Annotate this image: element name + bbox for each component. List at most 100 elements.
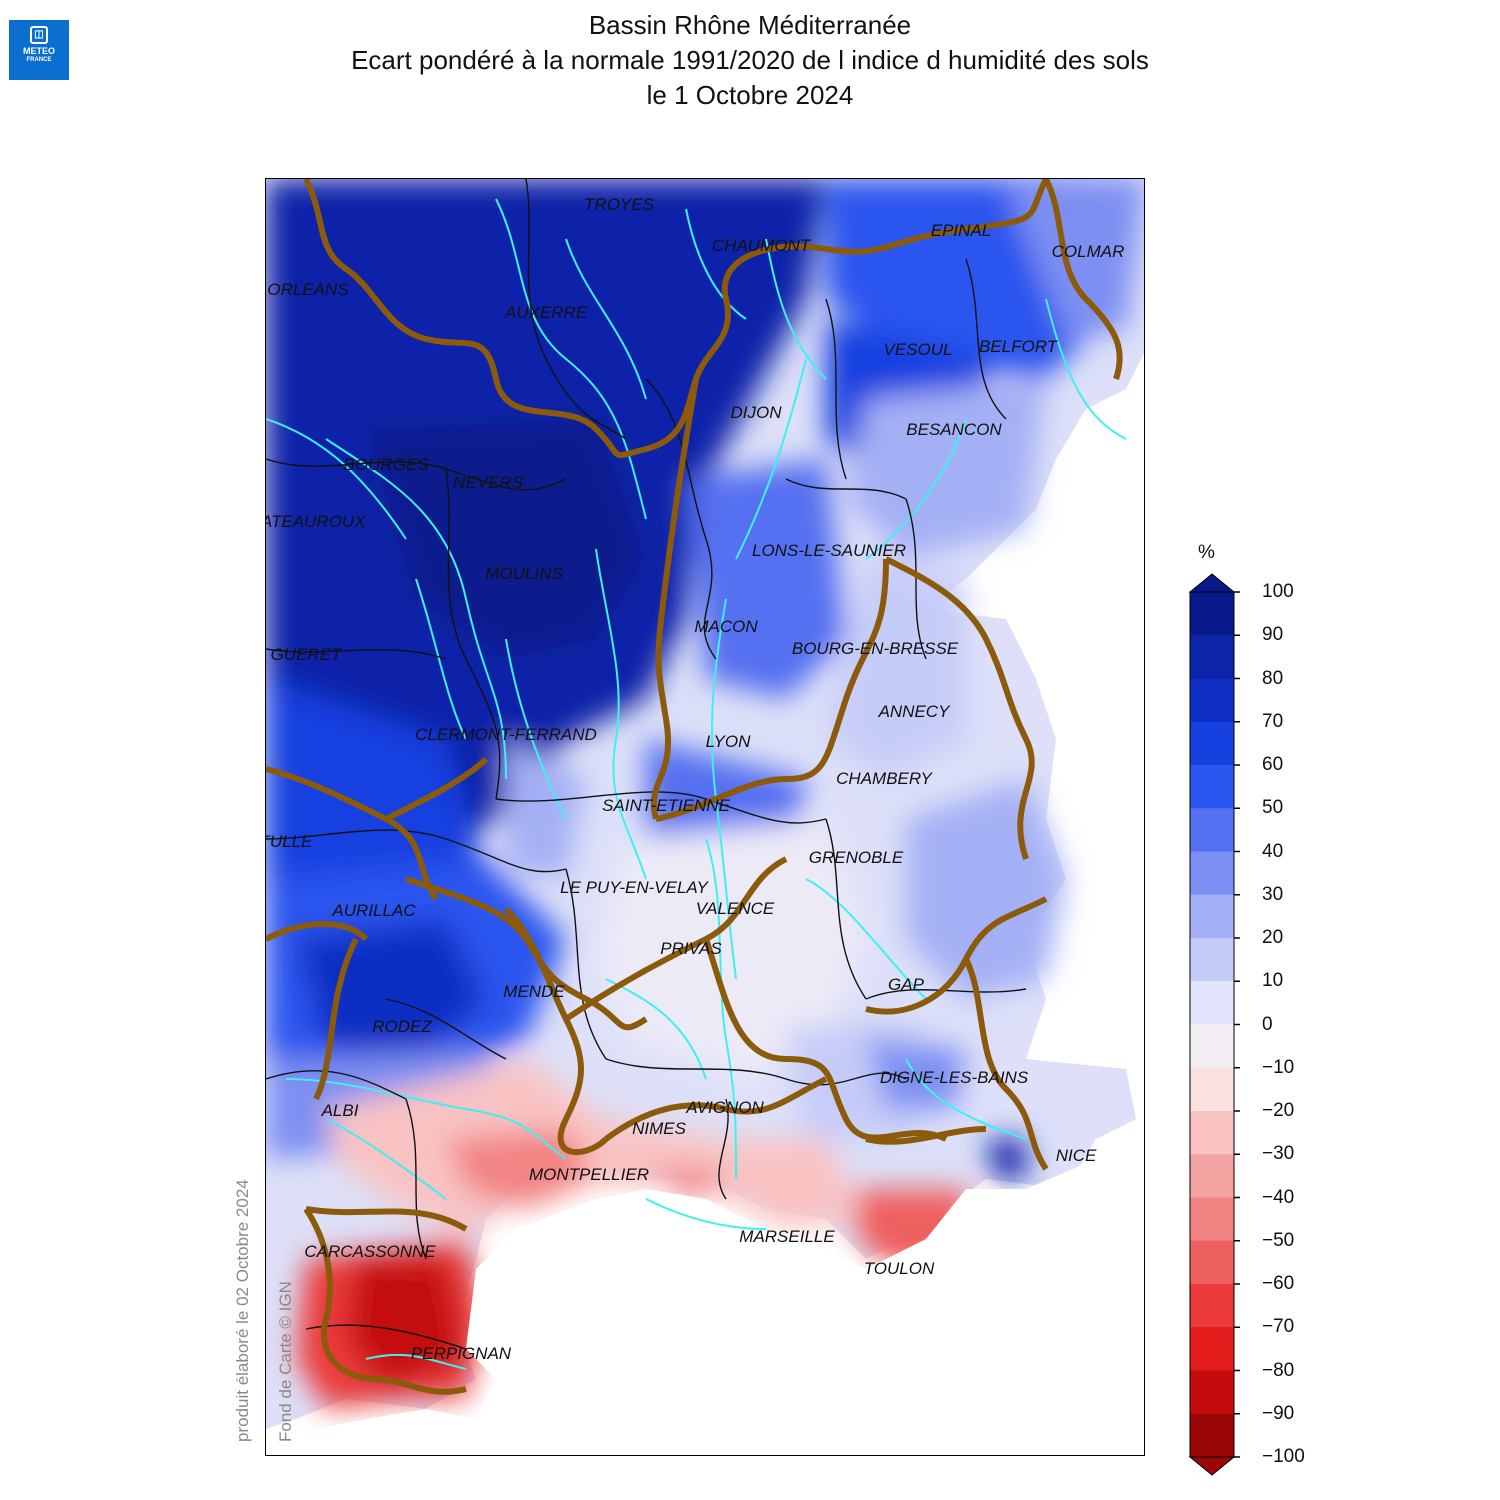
title-date: le 1 Octobre 2024 [646,80,854,110]
city-label-perpignan: PERPIGNAN [410,1344,512,1363]
city-label-besancon: BESANCON [906,420,1002,439]
city-label-albi: ALBI [321,1101,359,1120]
colorbar-tick-label: 10 [1262,970,1284,992]
city-label-carcassonne: CARCASSONNE [304,1242,436,1261]
logo-mark-icon: ◫ [30,26,48,44]
colorbar-segment [1190,1240,1234,1285]
colorbar-tick-label: −40 [1262,1186,1295,1208]
colorbar-min-arrow [1188,1456,1236,1476]
colorbar-segment [1190,1413,1234,1458]
city-label-annecy: ANNECY [878,702,950,721]
colorbar-tick-label: −60 [1262,1273,1295,1294]
colorbar-tick-label: −10 [1262,1056,1295,1078]
city-label-rodez: RODEZ [372,1017,432,1036]
production-date-credit: produit élaboré le 02 Octobre 2024 [233,1179,252,1442]
basin-boundaries [266,179,1123,1395]
city-label-avignon: AVIGNON [686,1098,764,1117]
sea [266,1103,1144,1455]
city-label-digne-les-bains: DIGNE-LES-BAINS [879,1068,1029,1087]
colorbar-tick-label: −70 [1262,1316,1295,1338]
logo-text-line2: FRANCE [26,57,52,63]
colorbar-tick-label: 100 [1262,581,1294,602]
city-label-troyes: TROYES [584,195,654,214]
meteo-france-logo: ◫ METEO FRANCE [9,20,69,80]
map-frame: TROYES CHAUMONT EPINAL COLMAR ORLEANS AUXERRE… [265,178,1145,1456]
colorbar-segment [1190,1370,1234,1415]
basemap-credit: Fond de Carte © IGN [276,1281,295,1442]
city-label-tulle: TULLE [266,832,313,851]
soil-moisture-map [266,179,1144,1455]
colorbar-tick-label: −30 [1262,1143,1295,1165]
department-boundaries [266,179,1027,1350]
colorbar-segment [1190,1284,1234,1328]
colorbar-tick-label: 60 [1262,754,1284,775]
colorbar-segment [1190,635,1234,679]
city-label-orleans: ORLEANS [267,280,349,299]
city-label-nimes: NIMES [632,1119,686,1138]
colorbar-tick-label: −80 [1262,1359,1295,1381]
colorbar-tick-label: −50 [1262,1229,1295,1251]
city-label-toulon: TOULON [863,1259,935,1278]
colorbar-segment [1190,1111,1234,1155]
colorbar-tick-label: −100 [1262,1446,1305,1467]
colorbar-segment [1190,765,1234,809]
city-label-montpellier: MONTPELLIER [529,1165,649,1184]
city-label-macon: MACON [694,617,758,636]
city-label-clermont-ferrand: CLERMONT-FERRAND [415,725,597,744]
colorbar-segment [1190,1067,1234,1112]
colorbar-segment [1190,721,1234,766]
colorbar-tick-label: −20 [1262,1100,1295,1121]
logo-text-line1: METEO [22,46,55,56]
colorbar-segment [1190,592,1234,636]
city-label-valence: VALENCE [695,899,775,918]
colorbar-segment [1190,1154,1234,1198]
colorbar-segment [1190,808,1234,852]
colorbar-segment [1190,894,1234,939]
city-label-privas: PRIVAS [660,939,722,958]
colorbar [1188,573,1240,1476]
city-label-belfort: BELFORT [978,337,1058,356]
colorbar-tick-label: 40 [1262,840,1284,862]
title-description: Ecart pondéré à la normale 1991/2020 de … [351,45,1149,75]
colorbar-legend [1170,540,1330,1480]
colorbar-tick-label: 50 [1262,797,1284,819]
city-label-aurillac: AURILLAC [332,901,416,920]
colorbar-tick-label: −90 [1262,1402,1295,1424]
city-label-chateauroux: CHATEAUROUX [266,512,366,531]
city-label-chaumont: CHAUMONT [711,236,811,255]
colorbar-tick-label: 70 [1262,710,1284,732]
city-label-grenoble: GRENOBLE [808,848,904,867]
city-label-lyon: LYON [705,732,751,751]
colorbar-tick-label: 90 [1262,624,1284,646]
city-label-gap: GAP [888,975,924,994]
city-label-nevers: NEVERS [453,473,523,492]
colorbar-segment [1190,981,1234,1025]
colorbar-tick-label: 0 [1262,1013,1273,1035]
colorbar-segment [1190,851,1234,896]
colorbar-max-arrow [1188,573,1236,593]
city-label-saint-etienne: SAINT-ETIENNE [602,796,730,815]
city-label-dijon: DIJON [730,403,782,422]
colorbar-segment [1190,1024,1234,1069]
city-label-bourges: BOURGES [343,455,429,474]
city-label-bourg-en-bresse: BOURG-EN-BRESSE [791,639,959,658]
city-label-marseille: MARSEILLE [739,1227,835,1246]
city-label-epinal: EPINAL [930,221,992,240]
city-label-nice: NICE [1055,1146,1097,1165]
city-label-mende: MENDE [503,982,565,1001]
city-label-gueret: GUERET [270,645,342,664]
city-label-auxerre: AUXERRE [504,303,588,322]
colorbar-tick-label: 30 [1262,883,1284,905]
colorbar-tick-label: 80 [1262,667,1284,689]
colorbar-segment [1190,1197,1234,1242]
legend-unit: % [1198,542,1215,563]
city-label-chambery: CHAMBERY [836,769,932,788]
city-label-vesoul: VESOUL [883,340,953,359]
colorbar-segment [1190,1327,1234,1371]
city-label-moulins: MOULINS [485,564,563,583]
title-region: Bassin Rhône Méditerranée [588,10,912,40]
city-label-lons-le-saunier: LONS-LE-SAUNIER [752,541,906,560]
city-label-le-puy-en-velay: LE PUY-EN-VELAY [560,878,708,897]
colorbar-segment [1190,678,1234,723]
colorbar-tick-label: 20 [1262,927,1284,948]
